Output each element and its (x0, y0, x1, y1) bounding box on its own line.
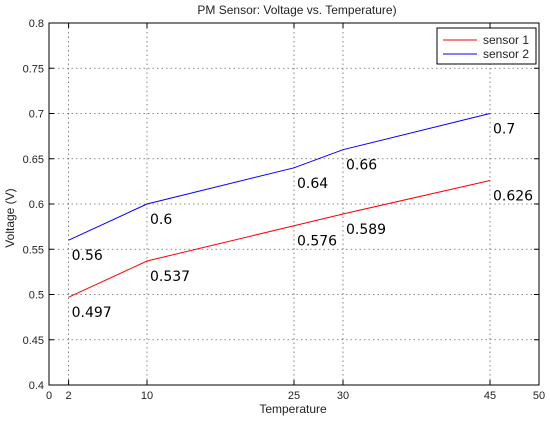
legend-entry: sensor 2 (483, 47, 529, 61)
y-tick-label: 0.55 (23, 244, 44, 256)
x-tick-label: 45 (484, 390, 496, 402)
data-label: 0.576 (297, 234, 337, 250)
x-tick-label: 25 (288, 390, 300, 402)
data-label: 0.497 (72, 305, 112, 321)
x-tick-label: 2 (66, 390, 72, 402)
series-line-1 (68, 179, 491, 298)
data-label: 0.626 (493, 188, 533, 204)
series-line-2 (68, 113, 491, 241)
chart-title: PM Sensor: Voltage vs. Temperature) (197, 3, 396, 17)
data-label: 0.64 (297, 176, 328, 192)
y-tick-label: 0.65 (23, 154, 44, 166)
data-label: 0.56 (72, 248, 103, 264)
data-label: 0.537 (150, 269, 190, 285)
x-tick-label: 50 (533, 390, 545, 402)
axis-ticks: 0 2 10 25 30 45 50 0.4 0.45 0.5 0.55 0.6 0.65 0.7 0.75… (23, 18, 546, 402)
y-axis-label: Voltage (V) (3, 188, 17, 247)
y-tick-label: 0.4 (29, 380, 44, 392)
x-tick-label: 30 (337, 390, 349, 402)
y-tick-label: 0.5 (29, 290, 44, 302)
series-lines (68, 113, 491, 298)
y-tick-label: 0.8 (29, 18, 44, 30)
y-tick-label: 0.7 (29, 109, 44, 121)
legend-entry: sensor 1 (483, 33, 529, 47)
data-label: 0.6 (150, 212, 172, 228)
grid-lines (49, 23, 539, 385)
data-label: 0.589 (346, 222, 386, 238)
y-tick-label: 0.75 (23, 63, 44, 75)
y-tick-label: 0.45 (23, 335, 44, 347)
x-tick-label: 0 (46, 390, 52, 402)
data-labels: 0.497 0.537 0.576 0.589 0.626 0.56 0.6 0.64 0.66… (72, 122, 534, 322)
y-tick-label: 0.6 (29, 199, 44, 211)
data-label: 0.66 (346, 158, 377, 174)
data-label: 0.7 (493, 122, 515, 138)
legend-box (436, 27, 537, 65)
x-tick-label: 10 (141, 390, 153, 402)
x-axis-label: Temperature (259, 402, 327, 416)
